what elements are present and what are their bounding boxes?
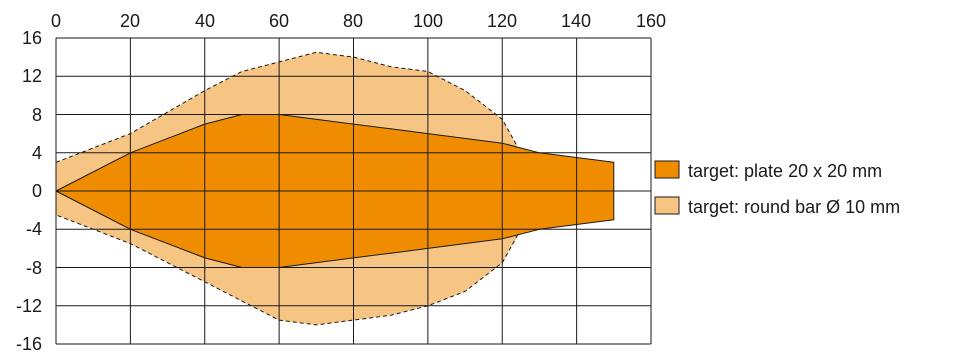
x-tick-label: 0 (51, 11, 61, 31)
x-tick-label: 160 (636, 11, 666, 31)
legend-swatch-round-bar (654, 196, 680, 215)
x-tick-label: 80 (343, 11, 363, 31)
legend: target: plate 20 x 20 mm target: round b… (654, 160, 900, 217)
x-tick-label: 20 (120, 11, 140, 31)
y-tick-label: -12 (16, 296, 42, 316)
legend-label-round-bar: target: round bar Ø 10 mm (688, 197, 900, 217)
legend-swatch-plate (654, 160, 680, 179)
y-axis-ticks: 16 12 8 4 0 -4 -8 -12 -16 (16, 28, 42, 354)
y-tick-label: 12 (22, 66, 42, 86)
y-tick-label: -8 (26, 258, 42, 278)
x-tick-label: 60 (269, 11, 289, 31)
y-tick-label: 4 (32, 143, 42, 163)
x-tick-label: 120 (487, 11, 517, 31)
series-layer (55, 51, 615, 326)
x-tick-label: 140 (561, 11, 591, 31)
y-tick-label: -4 (26, 219, 42, 239)
y-tick-label: 16 (22, 28, 42, 48)
legend-item-round-bar: target: round bar Ø 10 mm (654, 196, 900, 217)
x-tick-label: 100 (413, 11, 443, 31)
x-axis-ticks: 0 20 40 60 80 100 120 140 160 (51, 11, 666, 31)
y-tick-label: 0 (32, 181, 42, 201)
y-tick-label: 8 (32, 105, 42, 125)
grid (55, 37, 652, 345)
y-tick-label: -16 (16, 334, 42, 354)
legend-item-plate: target: plate 20 x 20 mm (654, 160, 882, 181)
legend-label-plate: target: plate 20 x 20 mm (688, 161, 882, 181)
x-tick-label: 40 (195, 11, 215, 31)
